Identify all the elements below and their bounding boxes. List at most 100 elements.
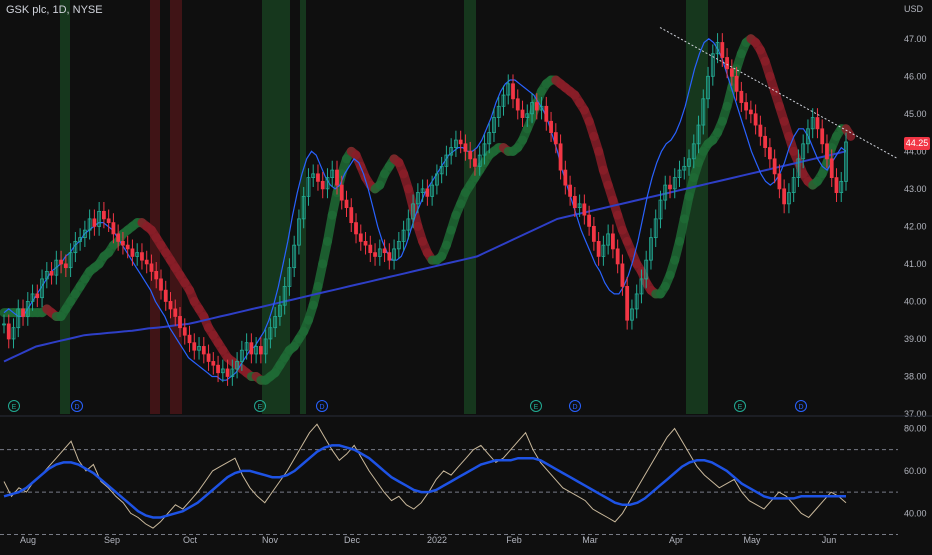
candle-body [706, 75, 710, 100]
candle-body [249, 342, 254, 355]
slow-moving-average-line [3, 150, 847, 363]
candle-body [349, 207, 354, 224]
event-band-1 [150, 0, 160, 414]
event-band-4 [300, 0, 306, 414]
candle-body [511, 83, 515, 100]
candle-body [254, 346, 259, 355]
candle-body [820, 128, 825, 145]
candle-body [844, 141, 848, 182]
time-axis-label: Sep [104, 535, 120, 545]
candle-body [839, 180, 844, 194]
candle-body [787, 192, 791, 205]
oscillator-signal-line [3, 444, 846, 519]
candle-body [520, 109, 525, 118]
candle-body [782, 188, 787, 205]
candle-body [539, 105, 544, 111]
price-axis-label: 37.00 [904, 409, 927, 419]
candle-body [92, 218, 97, 227]
price-axis-label: 39.00 [904, 334, 927, 344]
candle-body [106, 218, 111, 224]
oscillator-axis-label: 40.00 [904, 508, 927, 518]
candle-body [458, 139, 463, 145]
candle-body [121, 240, 125, 246]
candle-body [677, 169, 682, 179]
candle-body [306, 177, 311, 197]
candle-body [339, 184, 344, 201]
candle-body [125, 244, 130, 250]
candle-body [154, 271, 159, 280]
candle-body [672, 177, 677, 190]
candle-body [777, 173, 782, 190]
last-price-tag: 44.25 [904, 137, 930, 150]
candle-body [230, 368, 235, 377]
oscillator-axis-label: 60.00 [904, 466, 927, 476]
candle-body [363, 240, 368, 246]
candle-body [658, 199, 663, 220]
candle-body [425, 188, 430, 197]
candle-body [758, 124, 763, 137]
candle-body [492, 117, 496, 133]
candle-body [87, 218, 92, 231]
candle-body [30, 293, 35, 302]
candle-body [35, 293, 40, 299]
candle-body [97, 210, 102, 227]
candle-body [439, 165, 444, 175]
candle-body [268, 327, 273, 340]
candle-body [810, 117, 815, 130]
candle-body [178, 316, 182, 329]
resistance-trendline [659, 27, 899, 160]
candle-body [297, 218, 301, 246]
candle-body [287, 267, 292, 287]
candle-body [101, 210, 106, 220]
time-axis-label: May [743, 535, 761, 545]
candle-body [220, 368, 225, 374]
candle-body [444, 154, 449, 167]
candle-body [21, 308, 25, 317]
candle-body [192, 342, 197, 351]
candle-body [25, 301, 30, 317]
candle-body [330, 169, 335, 179]
candle-body [135, 252, 140, 257]
candle-body [406, 218, 411, 231]
dividend-marker [795, 400, 807, 412]
candle-body [544, 105, 549, 122]
candle-body [625, 286, 630, 321]
candle-body [815, 117, 820, 130]
candle-body [806, 128, 810, 145]
candle-body [273, 316, 278, 329]
candle-body [753, 113, 758, 126]
marker-letter: D [798, 404, 803, 411]
candle-body [601, 244, 606, 257]
candle-body [696, 124, 701, 145]
candle-body [6, 323, 11, 340]
time-axis-label: Mar [582, 535, 598, 545]
candle-body [515, 98, 520, 111]
marker-letter: E [738, 404, 743, 411]
candle-body [748, 109, 753, 115]
candle-body [373, 252, 377, 257]
marker-letter: E [258, 404, 263, 411]
candle-body [116, 233, 121, 242]
candle-body [796, 158, 801, 178]
candle-body [701, 98, 706, 126]
candle-body [496, 105, 501, 118]
candle-body [715, 42, 720, 55]
candle-body [430, 184, 435, 197]
candle-body [834, 177, 839, 194]
candle-body [739, 90, 744, 103]
candle-body [111, 222, 116, 235]
candle-body [239, 349, 244, 362]
candle-body [772, 158, 777, 175]
candle-body [463, 143, 468, 152]
marker-letter: D [319, 404, 324, 411]
candle-body [553, 132, 558, 145]
candle-body [282, 286, 287, 306]
candle-body [568, 184, 572, 197]
candle-body [634, 293, 639, 310]
candle-body [691, 143, 696, 160]
marker-letter: D [74, 404, 79, 411]
candle-body [68, 252, 73, 269]
candle-body [653, 218, 658, 239]
